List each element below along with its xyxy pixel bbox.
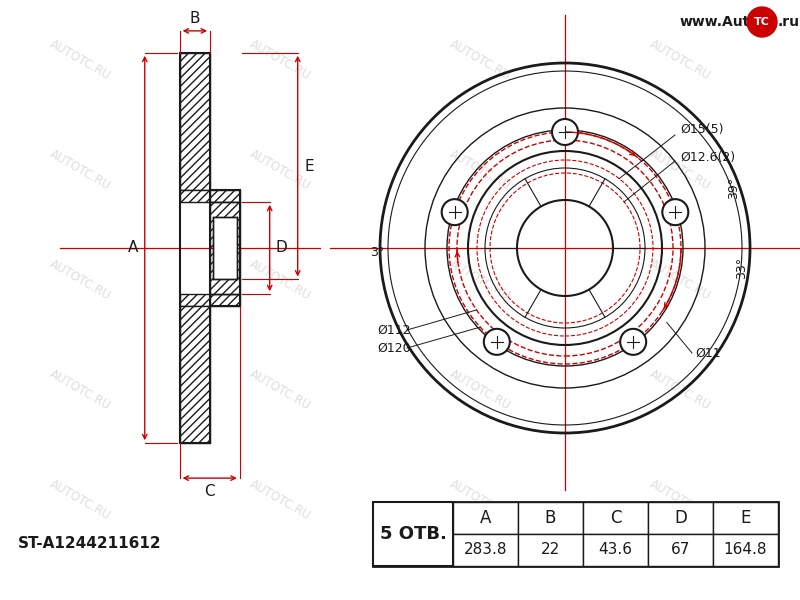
Text: AUTOTC.RU: AUTOTC.RU [247, 478, 313, 523]
Text: www.Auto: www.Auto [680, 15, 760, 29]
Text: AUTOTC.RU: AUTOTC.RU [47, 367, 113, 413]
Text: Ø120: Ø120 [377, 341, 410, 355]
Bar [180, 53, 210, 190]
Text: Ø112: Ø112 [377, 323, 410, 337]
Text: AUTOTC.RU: AUTOTC.RU [47, 37, 113, 83]
Text: 33°: 33° [735, 257, 748, 279]
Text: AUTOTC.RU: AUTOTC.RU [647, 257, 713, 302]
Circle shape [620, 329, 646, 355]
Circle shape [484, 329, 510, 355]
Text: 5 ОТВ.: 5 ОТВ. [379, 525, 446, 543]
Text: AUTOTC.RU: AUTOTC.RU [247, 257, 313, 302]
Text: AUTOTC.RU: AUTOTC.RU [447, 367, 513, 413]
Bar [210, 294, 240, 306]
Text: AUTOTC.RU: AUTOTC.RU [47, 478, 113, 523]
Text: 283.8: 283.8 [464, 542, 507, 557]
Text: B: B [190, 11, 200, 26]
Text: AUTOTC.RU: AUTOTC.RU [447, 257, 513, 302]
Text: A: A [127, 241, 138, 256]
Text: B: B [545, 509, 556, 527]
Text: AUTOTC.RU: AUTOTC.RU [447, 148, 513, 193]
Bar [180, 294, 210, 306]
Text: Ø12.6(2): Ø12.6(2) [680, 151, 735, 164]
Text: 22: 22 [541, 542, 560, 557]
Text: AUTOTC.RU: AUTOTC.RU [647, 37, 713, 83]
Bar [210, 202, 240, 294]
Bar [180, 306, 210, 443]
Circle shape [442, 199, 468, 225]
Bar [373, 502, 778, 566]
Text: E: E [305, 158, 314, 173]
Text: 164.8: 164.8 [724, 542, 767, 557]
Text: Ø11: Ø11 [695, 346, 721, 359]
Bar [373, 502, 453, 566]
Bar [213, 217, 237, 279]
Text: A: A [480, 509, 491, 527]
Bar [713, 502, 778, 534]
Text: 39°: 39° [727, 177, 740, 199]
Bar [210, 190, 240, 202]
Text: 43.6: 43.6 [598, 542, 633, 557]
Text: AUTOTC.RU: AUTOTC.RU [47, 148, 113, 193]
Text: AUTOTC.RU: AUTOTC.RU [647, 367, 713, 413]
Text: AUTOTC.RU: AUTOTC.RU [647, 148, 713, 193]
Text: AUTOTC.RU: AUTOTC.RU [47, 257, 113, 302]
Text: AUTOTC.RU: AUTOTC.RU [247, 37, 313, 83]
Circle shape [662, 199, 688, 225]
Circle shape [552, 119, 578, 145]
Text: 67: 67 [671, 542, 690, 557]
Text: AUTOTC.RU: AUTOTC.RU [247, 148, 313, 193]
Circle shape [747, 7, 777, 37]
Bar [453, 534, 518, 566]
Text: ST-A1244211612: ST-A1244211612 [18, 535, 162, 551]
Text: AUTOTC.RU: AUTOTC.RU [447, 37, 513, 83]
Bar [518, 534, 583, 566]
Text: C: C [205, 484, 215, 499]
Bar [180, 190, 210, 202]
Bar [453, 502, 518, 534]
Text: AUTOTC.RU: AUTOTC.RU [247, 367, 313, 413]
Text: .ru: .ru [778, 15, 800, 29]
Text: D: D [674, 509, 687, 527]
Text: E: E [740, 509, 750, 527]
Text: C: C [610, 509, 622, 527]
Text: AUTOTC.RU: AUTOTC.RU [447, 478, 513, 523]
Bar [713, 534, 778, 566]
Bar [648, 502, 713, 534]
Text: TC: TC [754, 17, 770, 27]
Bar [583, 502, 648, 534]
Text: 3°: 3° [370, 247, 384, 259]
Bar [583, 534, 648, 566]
Text: D: D [276, 241, 287, 256]
Text: AUTOTC.RU: AUTOTC.RU [647, 478, 713, 523]
Bar [648, 534, 713, 566]
Bar [518, 502, 583, 534]
Text: Ø15(5): Ø15(5) [680, 124, 723, 136]
